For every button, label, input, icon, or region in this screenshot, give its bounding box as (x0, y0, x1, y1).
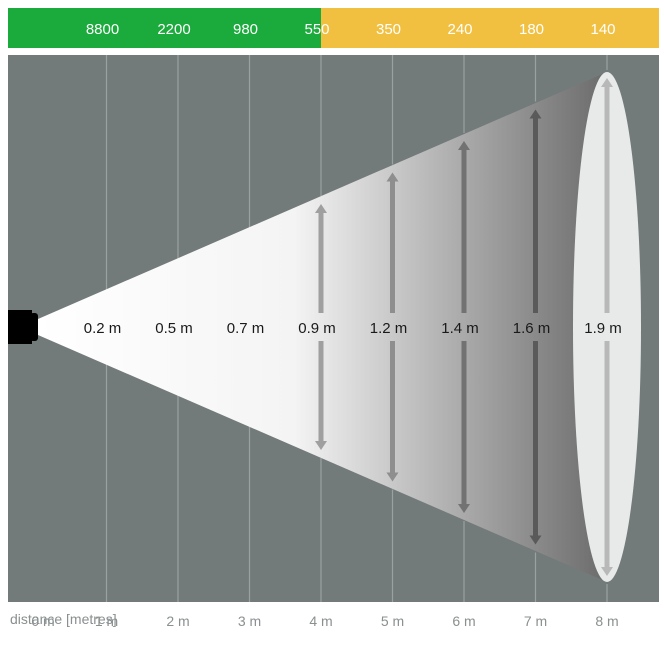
arrow-up-icon (315, 204, 327, 213)
grid-lines (105, 55, 608, 602)
lux-value: 8800 (86, 21, 119, 38)
flashlight-icon (8, 310, 38, 344)
x-tick-label: 0 m (31, 613, 54, 629)
lux-bar-high-segment (8, 8, 321, 48)
beam-end-ellipse (573, 72, 641, 582)
x-axis-ticks: 0 m 1 m 2 m 3 m 4 m 5 m 6 m 7 m 8 m (31, 613, 618, 629)
arrow-down-icon (529, 535, 542, 545)
arrow-down-icon (601, 567, 613, 576)
x-tick-label: 6 m (452, 613, 475, 629)
x-tick-label: 4 m (309, 613, 332, 629)
beam-width-labels: 0.2 m 0.5 m 0.7 m 0.9 m 1.2 m 1.4 m 1.6 m 1.9 m (84, 320, 622, 337)
beam-width-markers (315, 78, 613, 576)
beam-width-label: 0.2 m (84, 320, 122, 337)
beam-width-label: 0.9 m (298, 320, 336, 337)
arrow-up-icon (386, 172, 399, 182)
lux-bar: 8800 2200 980 550 350 240 180 140 (8, 8, 659, 48)
x-axis-label: distance [metres] (10, 611, 117, 627)
beam-width-label: 1.9 m (584, 320, 622, 337)
lux-value: 550 (304, 21, 329, 38)
arrow-shaft (604, 87, 610, 313)
arrow-up-icon (529, 109, 542, 119)
beam-width-label: 1.4 m (441, 320, 479, 337)
x-tick-label: 7 m (524, 613, 547, 629)
lux-value: 180 (519, 21, 544, 38)
arrow-shaft (533, 118, 538, 313)
arrow-shaft (318, 213, 324, 313)
lux-value: 350 (376, 21, 401, 38)
lux-bar-low-segment (321, 8, 659, 48)
lux-value: 140 (590, 21, 615, 38)
arrow-shaft (390, 341, 395, 473)
x-tick-label: 5 m (381, 613, 404, 629)
x-tick-label: 2 m (166, 613, 189, 629)
x-tick-label: 8 m (595, 613, 618, 629)
lux-value: 240 (447, 21, 472, 38)
arrow-down-icon (315, 441, 327, 450)
arrow-shaft (604, 341, 610, 567)
arrow-up-icon (458, 141, 470, 150)
arrow-down-icon (458, 504, 470, 513)
beam-width-label: 1.6 m (513, 320, 551, 337)
lux-value: 2200 (157, 21, 190, 38)
beam-width-label: 0.5 m (155, 320, 193, 337)
beam-width-label: 0.7 m (227, 320, 265, 337)
arrow-shaft (461, 150, 467, 313)
arrow-up-icon (601, 78, 613, 87)
beam-width-label: 1.2 m (370, 320, 408, 337)
x-tick-label: 3 m (238, 613, 261, 629)
arrow-shaft (318, 341, 324, 441)
lux-value: 980 (233, 21, 258, 38)
arrow-down-icon (386, 472, 399, 482)
arrow-shaft (390, 181, 395, 313)
x-tick-label: 1 m (95, 613, 118, 629)
arrow-shaft (533, 341, 538, 536)
arrow-shaft (461, 341, 467, 504)
